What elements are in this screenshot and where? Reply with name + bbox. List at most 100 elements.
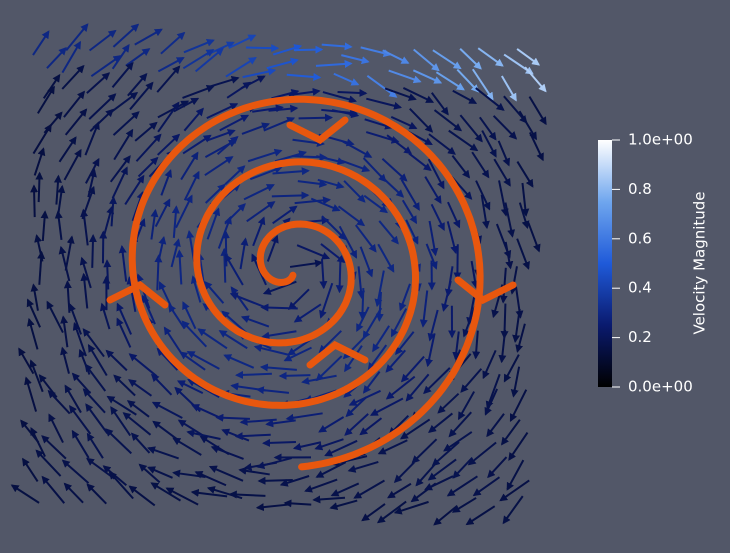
velocity-glyph [256, 457, 292, 470]
velocity-glyph [477, 47, 504, 67]
velocity-glyph [64, 384, 82, 414]
streamline-arrow [106, 280, 169, 309]
velocity-glyph [384, 87, 417, 101]
velocity-glyph [182, 49, 215, 70]
velocity-glyph [363, 194, 388, 214]
velocity-glyph [380, 175, 405, 198]
velocity-glyph [510, 366, 521, 398]
velocity-glyph [492, 115, 518, 140]
velocity-glyph [400, 179, 420, 211]
velocity-glyph [116, 317, 132, 348]
velocity-glyph [135, 133, 162, 162]
velocity-glyph [316, 155, 346, 166]
velocity-glyph [272, 44, 303, 56]
velocity-glyph [312, 495, 346, 504]
velocity-glyph [358, 288, 367, 320]
velocity-glyph [255, 386, 290, 395]
velocity-glyph [428, 412, 453, 433]
velocity-glyph [229, 292, 265, 308]
velocity-glyph [170, 238, 181, 268]
velocity-glyph [239, 237, 249, 270]
velocity-glyph [390, 115, 418, 130]
velocity-glyph [470, 260, 479, 289]
velocity-glyph [395, 331, 415, 356]
velocity-glyph [41, 435, 67, 460]
velocity-glyph [319, 259, 328, 290]
velocity-glyph [48, 413, 64, 443]
velocity-glyph [435, 71, 465, 91]
velocity-glyph [481, 130, 497, 158]
velocity-glyph [431, 441, 460, 467]
velocity-glyph [502, 495, 524, 525]
velocity-glyph [112, 111, 140, 136]
velocity-glyph [475, 180, 491, 211]
velocity-glyph [320, 243, 346, 264]
velocity-glyph [126, 276, 137, 312]
velocity-glyph [224, 165, 246, 186]
velocity-glyph [171, 205, 180, 238]
velocity-glyph [71, 429, 90, 459]
velocity-glyph [147, 446, 179, 460]
velocity-glyph [399, 418, 431, 440]
velocity-glyph [245, 44, 280, 53]
velocity-glyph [218, 330, 248, 350]
velocity-glyph [180, 151, 199, 181]
velocity-glyph [266, 57, 299, 70]
velocity-glyph [58, 245, 71, 282]
velocity-glyph [366, 97, 403, 110]
velocity-glyph [124, 174, 145, 205]
velocity-glyph [405, 219, 419, 245]
velocity-glyph [503, 354, 520, 383]
velocity-glyph [286, 72, 322, 81]
velocity-glyph [484, 388, 498, 416]
velocity-glyph [112, 23, 140, 48]
tick-label: 0.6 [628, 229, 652, 247]
velocity-glyph [285, 412, 323, 422]
velocity-glyph [393, 461, 415, 483]
velocity-glyph [330, 482, 360, 497]
velocity-glyph [452, 331, 461, 361]
velocity-glyph [516, 238, 530, 270]
velocity-glyph [398, 283, 411, 312]
velocity-glyph [225, 57, 257, 78]
velocity-glyph [113, 128, 134, 161]
velocity-glyph [195, 47, 224, 73]
velocity-glyph [459, 48, 482, 70]
velocity-glyph [342, 140, 373, 158]
velocity-glyph [150, 208, 159, 240]
velocity-glyph [283, 499, 312, 508]
velocity-glyph [331, 109, 360, 119]
velocity-glyph [61, 459, 90, 484]
velocity-glyph [224, 253, 244, 286]
velocity-glyph [390, 308, 408, 338]
velocity-glyph [500, 75, 517, 102]
velocity-glyph [64, 108, 88, 136]
velocity-glyph [129, 81, 154, 111]
velocity-glyph [63, 482, 84, 504]
velocity-glyph [482, 349, 497, 380]
velocity-glyph [378, 220, 399, 245]
velocity-glyph [459, 114, 483, 143]
velocity-glyph [80, 208, 89, 246]
velocity-glyph [197, 328, 228, 350]
color-ramp [598, 140, 612, 387]
velocity-glyph [359, 246, 374, 278]
velocity-glyph [160, 31, 186, 55]
velocity-glyph [111, 166, 128, 199]
velocity-glyph [208, 465, 244, 482]
velocity-glyph [504, 202, 516, 238]
streamline [106, 95, 517, 471]
velocity-glyph [103, 259, 112, 290]
velocity-glyph [386, 134, 413, 155]
velocity-glyph [433, 109, 463, 132]
velocity-glyph [82, 388, 106, 414]
velocity-glyph [249, 166, 283, 181]
velocity-glyph [343, 180, 366, 203]
velocity-glyph [337, 205, 366, 227]
velocity-glyph [318, 416, 345, 433]
velocity-glyph [402, 87, 435, 103]
velocity-glyph [116, 302, 132, 335]
velocity-glyph [288, 288, 310, 310]
velocity-glyph [99, 302, 111, 330]
